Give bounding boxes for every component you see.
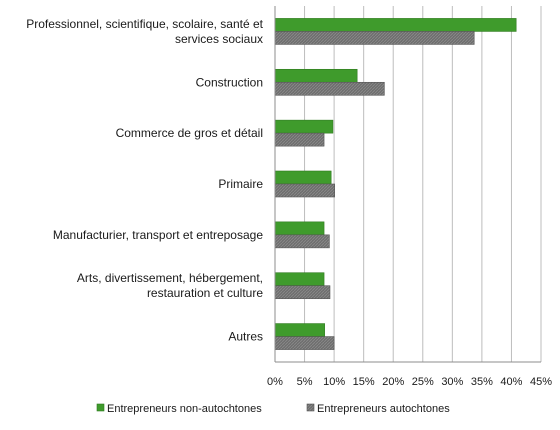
x-tick-label: 45% xyxy=(530,376,552,388)
bar xyxy=(274,132,325,147)
bar xyxy=(274,31,475,45)
category-label: Arts, divertissement, hébergement, xyxy=(77,271,263,285)
bar xyxy=(274,221,325,236)
bars xyxy=(274,18,517,350)
gridlines xyxy=(274,6,542,362)
bar xyxy=(274,170,332,185)
bar xyxy=(274,285,331,300)
category-label: restauration et culture xyxy=(147,286,263,300)
bar xyxy=(274,119,334,134)
category-label: Construction xyxy=(196,75,263,89)
category-labels: Professionnel, scientifique, scolaire, s… xyxy=(26,17,263,344)
x-tick-label: 0% xyxy=(267,376,283,388)
legend: Entrepreneurs non-autochtones Entrepreneu… xyxy=(96,403,450,415)
bar xyxy=(274,68,358,83)
legend-label: Entrepreneurs autochtones xyxy=(317,403,450,415)
category-label: Commerce de gros et détail xyxy=(116,126,263,140)
x-tick-label: 20% xyxy=(382,376,404,388)
category-label: services sociaux xyxy=(175,32,263,46)
legend-swatch xyxy=(96,403,105,412)
bar xyxy=(274,323,325,337)
category-label: Professionnel, scientifique, scolaire, s… xyxy=(26,17,263,31)
x-tick-label: 35% xyxy=(471,376,493,388)
x-tick-label: 15% xyxy=(353,376,375,388)
bar xyxy=(274,183,336,198)
x-tick-label: 40% xyxy=(500,376,522,388)
x-tick-label: 5% xyxy=(297,376,313,388)
bar xyxy=(274,18,517,32)
x-tick-labels: 0% 5% 10% 15% 20% 25% 30% 35% 40% 45% xyxy=(267,376,552,388)
x-tick-label: 10% xyxy=(323,376,345,388)
bar xyxy=(274,272,325,287)
axes xyxy=(274,6,541,363)
category-label: Autres xyxy=(228,330,263,344)
category-label: Primaire xyxy=(218,177,263,191)
bar xyxy=(274,234,330,249)
x-tick-label: 30% xyxy=(441,376,463,388)
bar xyxy=(274,81,385,96)
category-label: Manufacturier, transport et entreposage xyxy=(53,228,263,242)
x-tick-label: 25% xyxy=(412,376,434,388)
bar xyxy=(274,336,335,350)
legend-label: Entrepreneurs non-autochtones xyxy=(107,403,262,415)
legend-swatch xyxy=(306,403,315,412)
